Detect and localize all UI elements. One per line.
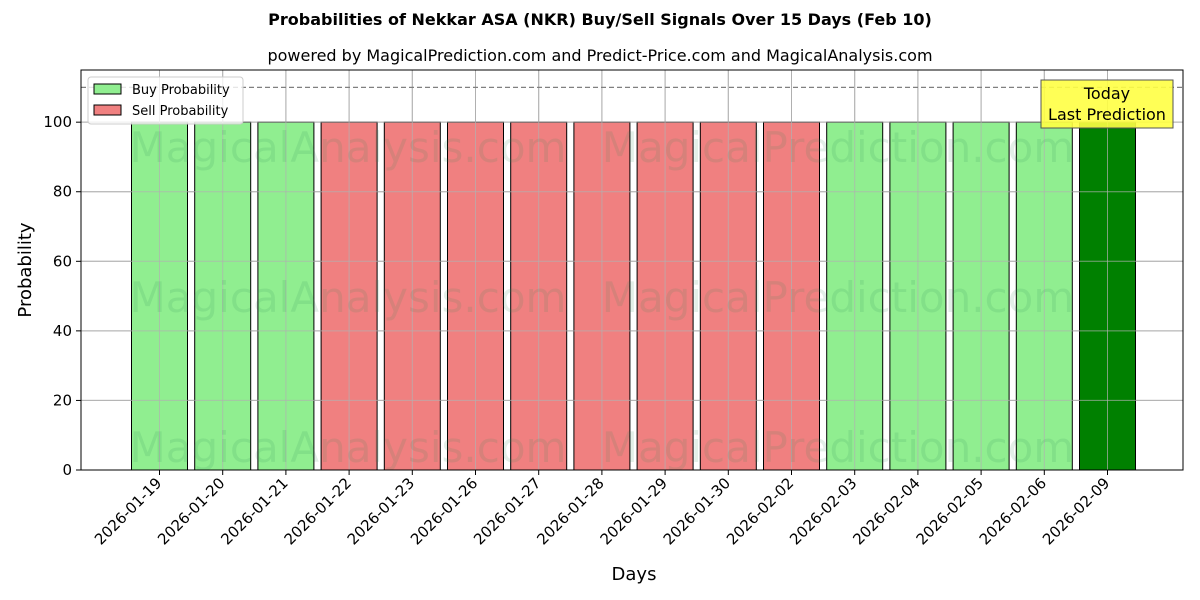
svg-text:MagicalAnalysis.com: MagicalAnalysis.com	[130, 423, 567, 472]
chart-title: Probabilities of Nekkar ASA (NKR) Buy/Se…	[268, 10, 932, 29]
x-tick-label: 2026-01-29	[597, 474, 671, 548]
legend-buy-label: Buy Probability	[132, 83, 230, 98]
y-tick-label: 20	[53, 391, 72, 409]
x-tick-label: 2026-01-30	[660, 474, 734, 548]
x-tick-label: 2026-02-02	[723, 474, 797, 548]
x-tick-label: 2026-02-03	[786, 474, 860, 548]
bars	[81, 70, 1183, 471]
svg-text:MagicalPrediction.com: MagicalPrediction.com	[602, 423, 1075, 472]
annotation-today: Today	[1083, 84, 1130, 103]
y-tick-label: 60	[53, 252, 72, 270]
watermarks: MagicalAnalysis.com MagicalPrediction.com…	[130, 123, 1075, 472]
x-tick-label: 2026-01-28	[533, 474, 607, 548]
y-axis: 0 20 40 60 80 100	[43, 113, 81, 479]
legend-buy-swatch	[93, 83, 122, 95]
x-tick-label: 2026-01-23	[344, 474, 418, 548]
x-tick-label: 2026-01-20	[154, 474, 228, 548]
x-tick-label: 2026-01-26	[407, 474, 481, 548]
x-tick-label: 2026-01-27	[470, 474, 544, 548]
x-tick-label: 2026-02-05	[913, 474, 987, 548]
y-tick-label: 100	[43, 113, 72, 131]
legend-sell-swatch	[93, 104, 122, 116]
svg-text:MagicalAnalysis.com: MagicalAnalysis.com	[130, 273, 567, 322]
legend-sell-label: Sell Probability	[132, 104, 229, 119]
x-axis: 2026-01-192026-01-202026-01-212026-01-22…	[91, 470, 1113, 548]
y-tick-label: 80	[53, 183, 72, 201]
y-tick-label: 0	[62, 461, 72, 479]
svg-text:MagicalPrediction.com: MagicalPrediction.com	[602, 273, 1075, 322]
x-tick-label: 2026-02-06	[976, 474, 1050, 548]
x-tick-label: 2026-01-21	[217, 474, 291, 548]
today-annotation: Today Last Prediction	[1040, 79, 1174, 129]
x-tick-label: 2026-02-04	[849, 474, 923, 548]
plot-frame	[80, 69, 1184, 471]
annotation-last-prediction: Last Prediction	[1048, 105, 1166, 124]
x-tick-label: 2026-01-19	[91, 474, 165, 548]
x-tick-label: 2026-02-09	[1039, 474, 1113, 548]
chart-subtitle: powered by MagicalPrediction.com and Pre…	[267, 46, 933, 65]
legend: Buy Probability Sell Probability	[87, 76, 244, 125]
x-axis-label: Days	[612, 564, 657, 585]
y-tick-label: 40	[53, 322, 72, 340]
svg-text:MagicalPrediction.com: MagicalPrediction.com	[602, 123, 1075, 172]
svg-text:MagicalAnalysis.com: MagicalAnalysis.com	[130, 123, 567, 172]
x-tick-label: 2026-01-22	[281, 474, 355, 548]
y-axis-label: Probability	[15, 222, 36, 317]
